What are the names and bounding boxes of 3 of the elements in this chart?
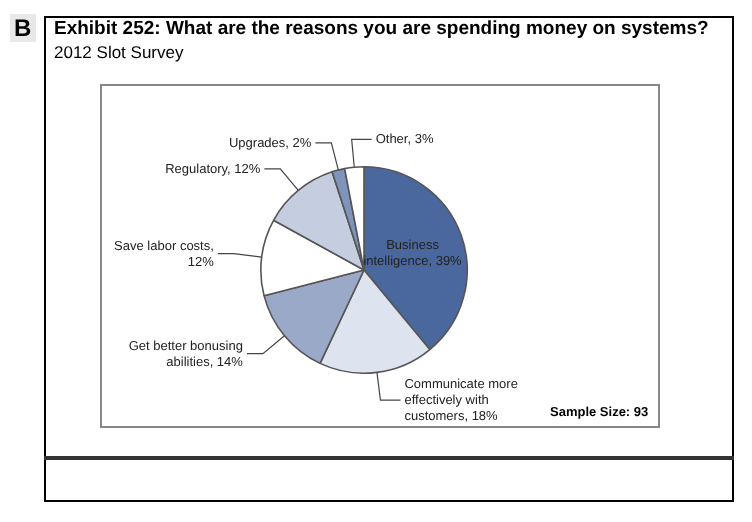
text: B: [10, 14, 36, 42]
chart-title: Exhibit 252: What are the reasons you are spending money on systems?: [54, 18, 709, 40]
chart-subtitle: 2012 Slot Survey: [54, 42, 184, 62]
